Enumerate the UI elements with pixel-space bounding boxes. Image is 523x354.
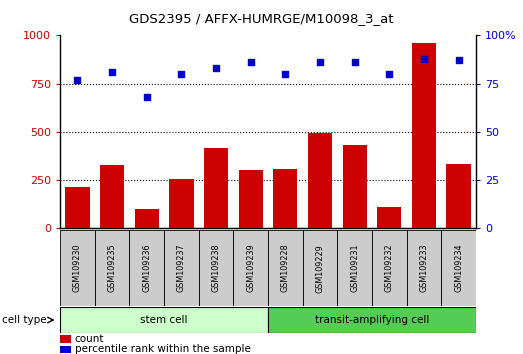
- Bar: [441, 230, 476, 306]
- Text: GSM109232: GSM109232: [385, 244, 394, 292]
- Bar: [238, 170, 263, 228]
- Text: percentile rank within the sample: percentile rank within the sample: [75, 344, 251, 354]
- Bar: [447, 164, 471, 228]
- Bar: [60, 307, 268, 333]
- Point: [385, 71, 393, 77]
- Text: GSM109234: GSM109234: [454, 244, 463, 292]
- Text: GSM109237: GSM109237: [177, 244, 186, 292]
- Text: transit-amplifying cell: transit-amplifying cell: [315, 315, 429, 325]
- Bar: [377, 207, 402, 228]
- Point: [316, 59, 324, 65]
- Bar: [337, 230, 372, 306]
- Text: GSM109230: GSM109230: [73, 244, 82, 292]
- Text: stem cell: stem cell: [140, 315, 188, 325]
- Text: GSM109238: GSM109238: [212, 244, 221, 292]
- Point: [281, 71, 290, 77]
- Bar: [60, 346, 71, 353]
- Bar: [95, 230, 129, 306]
- Point: [177, 71, 186, 77]
- Bar: [407, 230, 441, 306]
- Point: [246, 59, 255, 65]
- Point: [108, 69, 116, 75]
- Point: [143, 94, 151, 100]
- Bar: [100, 165, 124, 228]
- Text: GSM109228: GSM109228: [281, 244, 290, 292]
- Point: [212, 65, 220, 71]
- Point: [73, 77, 82, 82]
- Bar: [199, 230, 233, 306]
- Bar: [204, 148, 228, 228]
- Bar: [343, 145, 367, 228]
- Bar: [372, 230, 407, 306]
- Point: [454, 58, 463, 63]
- Bar: [134, 209, 159, 228]
- Text: GSM109236: GSM109236: [142, 244, 151, 292]
- Point: [350, 59, 359, 65]
- Text: GSM109229: GSM109229: [315, 244, 324, 292]
- Text: GSM109233: GSM109233: [419, 244, 428, 292]
- Bar: [303, 230, 337, 306]
- Bar: [65, 187, 89, 228]
- Bar: [412, 43, 436, 228]
- Bar: [60, 335, 71, 343]
- Text: GSM109239: GSM109239: [246, 244, 255, 292]
- Bar: [233, 230, 268, 306]
- Text: GSM109235: GSM109235: [108, 244, 117, 292]
- Bar: [268, 230, 303, 306]
- Bar: [169, 179, 194, 228]
- Bar: [268, 307, 476, 333]
- Bar: [60, 230, 95, 306]
- Text: GDS2395 / AFFX-HUMRGE/M10098_3_at: GDS2395 / AFFX-HUMRGE/M10098_3_at: [129, 12, 394, 25]
- Bar: [308, 133, 332, 228]
- Point: [420, 56, 428, 61]
- Bar: [164, 230, 199, 306]
- Text: GSM109231: GSM109231: [350, 244, 359, 292]
- Bar: [129, 230, 164, 306]
- Bar: [273, 170, 298, 228]
- Text: cell type: cell type: [2, 315, 46, 325]
- Text: count: count: [75, 334, 104, 344]
